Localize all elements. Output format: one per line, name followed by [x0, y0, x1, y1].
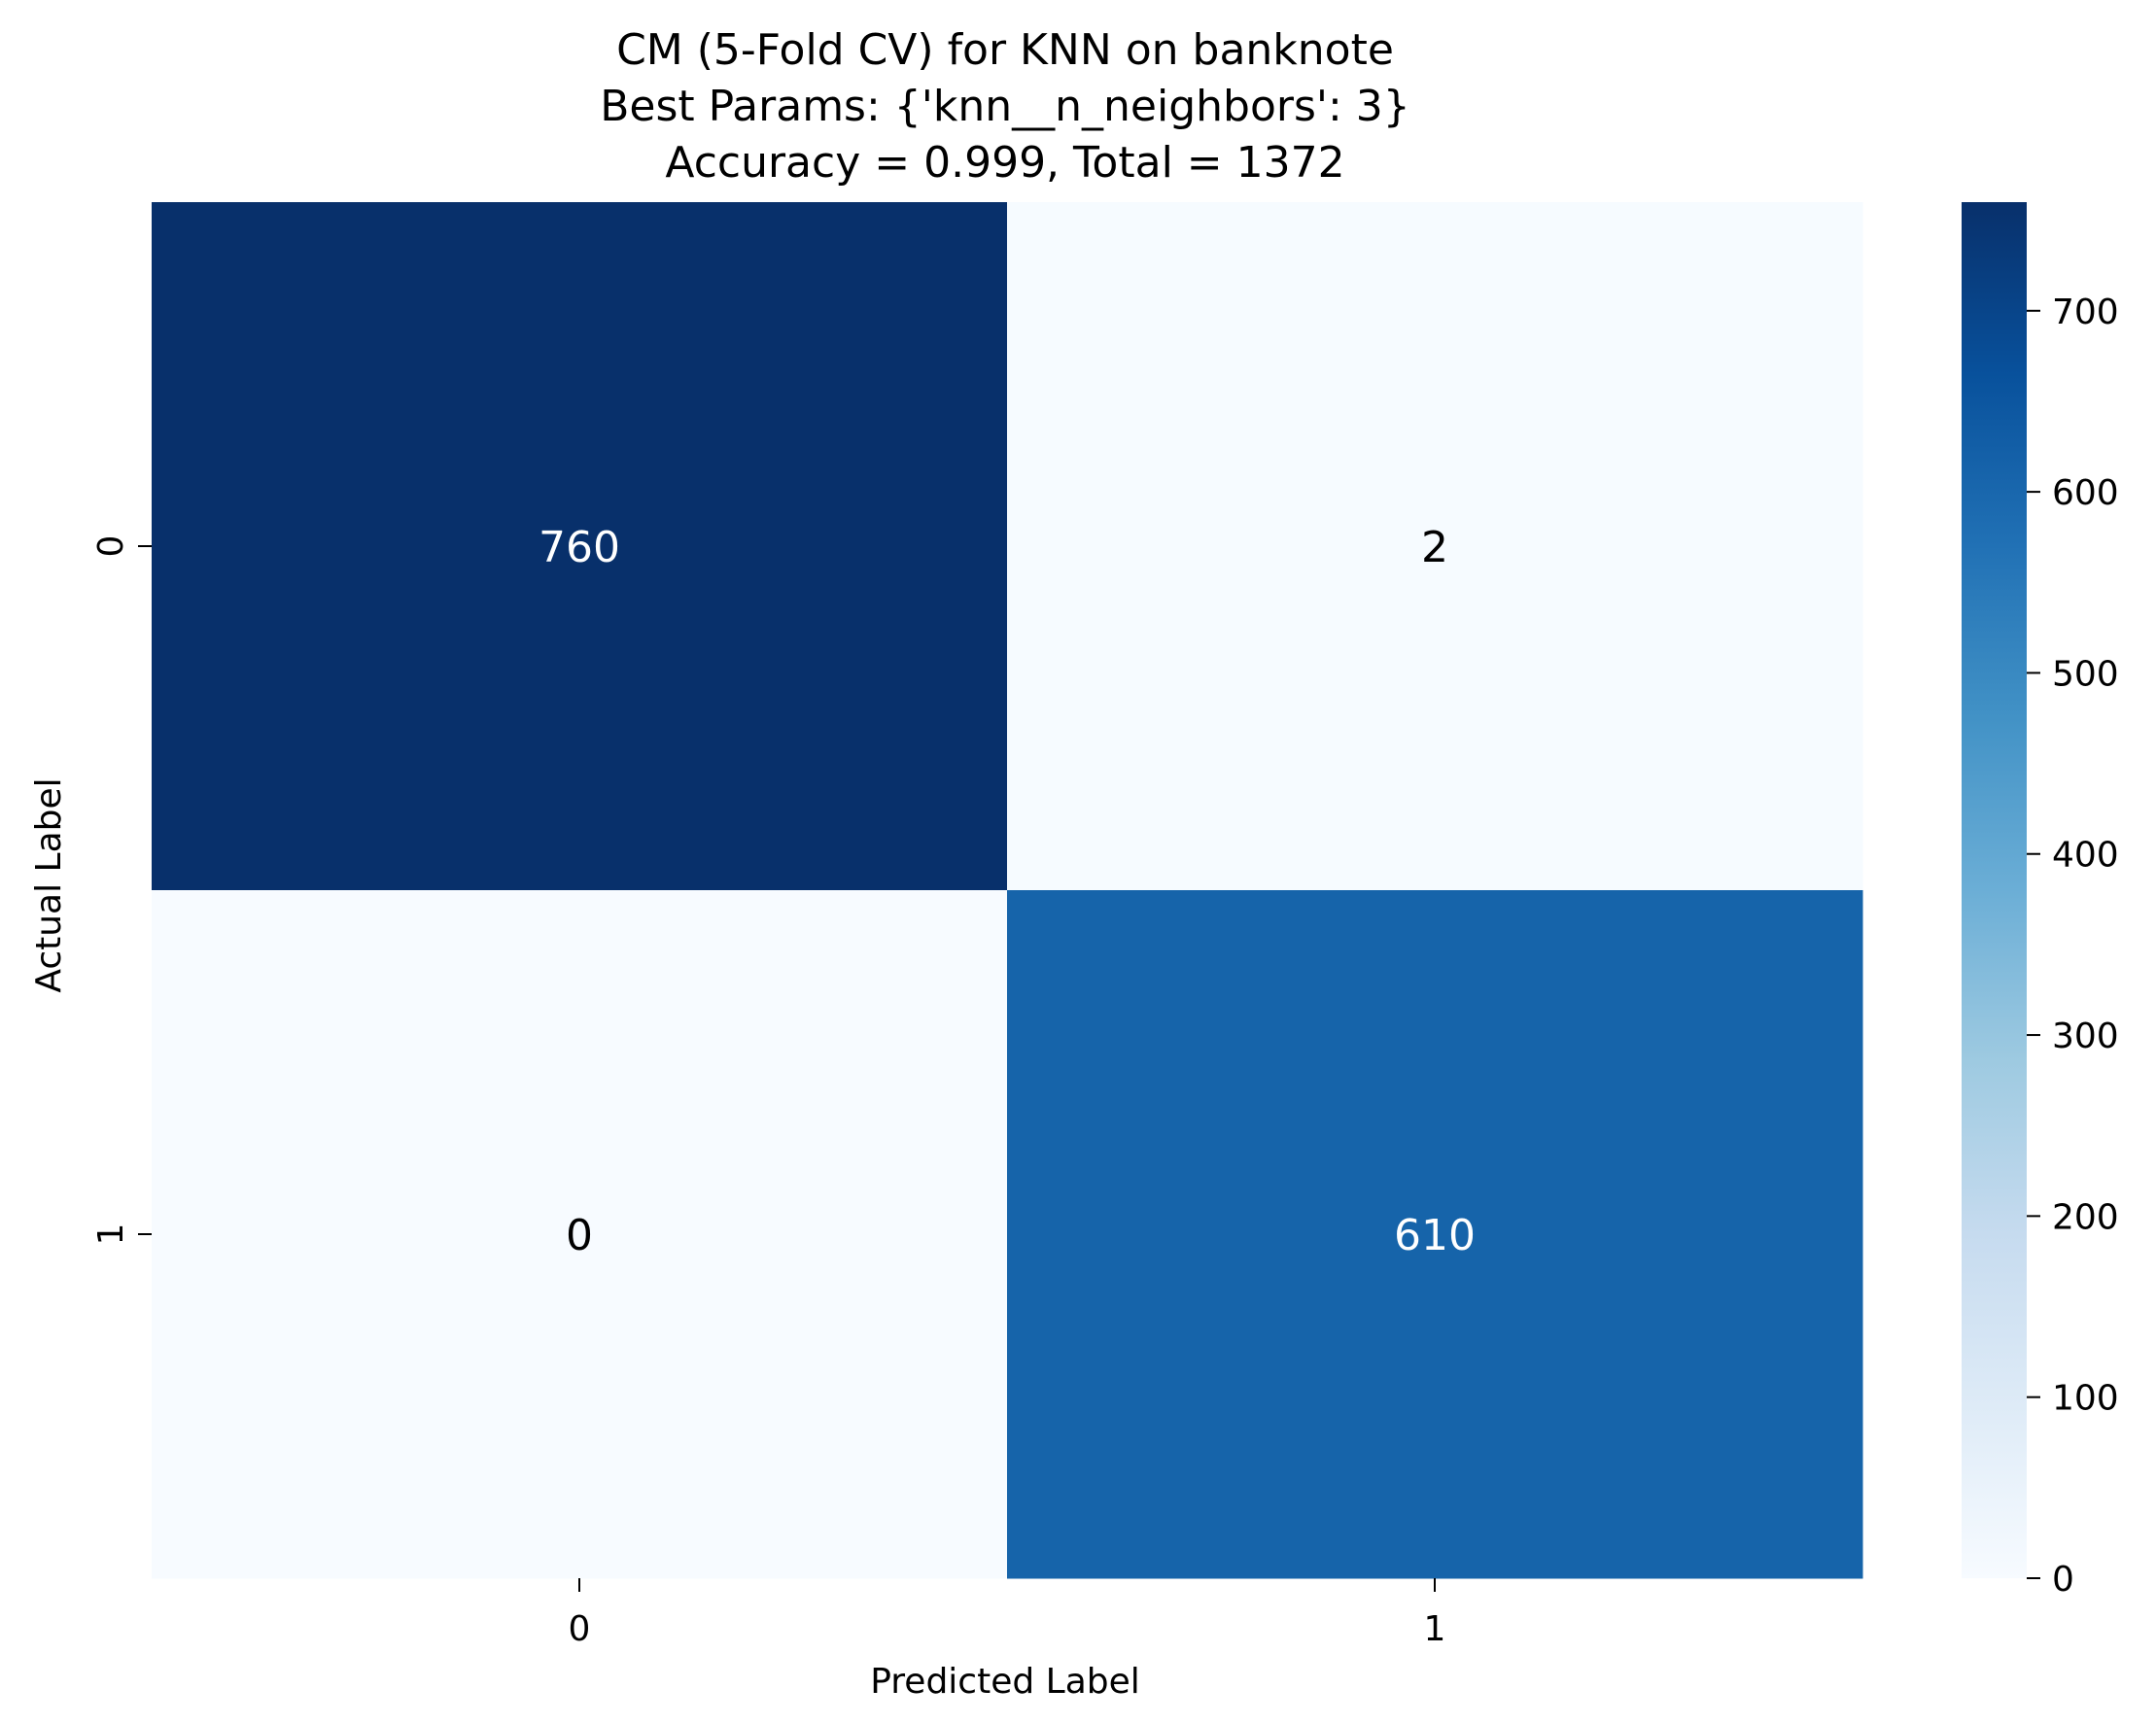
heatmap-cell-label: 760 — [539, 523, 620, 572]
colorbar-tick-label: 700 — [2052, 293, 2119, 332]
heatmap-cell-label: 2 — [1421, 523, 1448, 572]
x-axis-label: Predicted Label — [870, 1662, 1140, 1702]
y-tick-label: 0 — [91, 535, 131, 558]
heatmap-cells — [152, 202, 1863, 1579]
chart-title-line-1: CM (5-Fold CV) for KNN on banknote — [616, 25, 1394, 75]
colorbar-tick-label: 0 — [2052, 1560, 2074, 1600]
colorbar-tick-label: 200 — [2052, 1197, 2119, 1237]
heatmap-cell-label: 610 — [1394, 1211, 1476, 1260]
colorbar-tick-label: 100 — [2052, 1379, 2119, 1419]
colorbar-tick-label: 500 — [2052, 654, 2119, 694]
colorbar — [1962, 202, 2027, 1578]
heatmap-cell-label: 0 — [566, 1211, 593, 1260]
heatmap-cell — [152, 890, 1008, 1579]
heatmap-cell — [152, 202, 1008, 891]
chart-title-line-2: Best Params: {'knn__n_neighbors': 3} — [600, 82, 1410, 131]
y-axis-label: Actual Label — [29, 777, 69, 992]
chart-title-line-3: Accuracy = 0.999, Total = 1372 — [665, 138, 1344, 188]
colorbar-tick-label: 400 — [2052, 836, 2119, 876]
heatmap-cell — [1007, 202, 1863, 891]
heatmap-cell-labels: 760 2 0 610 — [539, 523, 1476, 1260]
colorbar-tick-label: 600 — [2052, 473, 2119, 513]
colorbar-tick-label: 300 — [2052, 1017, 2119, 1056]
y-axis-ticks: 01 — [91, 535, 152, 1246]
colorbar-ticks: 0 100 200 300 400 500 600 700 — [2027, 293, 2119, 1600]
x-tick-label: 0 — [569, 1609, 591, 1649]
heatmap-cell — [1007, 890, 1863, 1579]
y-tick-label: 1 — [91, 1223, 131, 1246]
chart-title: CM (5-Fold CV) for KNN on banknote Best … — [600, 25, 1410, 188]
x-tick-label: 1 — [1424, 1609, 1446, 1649]
